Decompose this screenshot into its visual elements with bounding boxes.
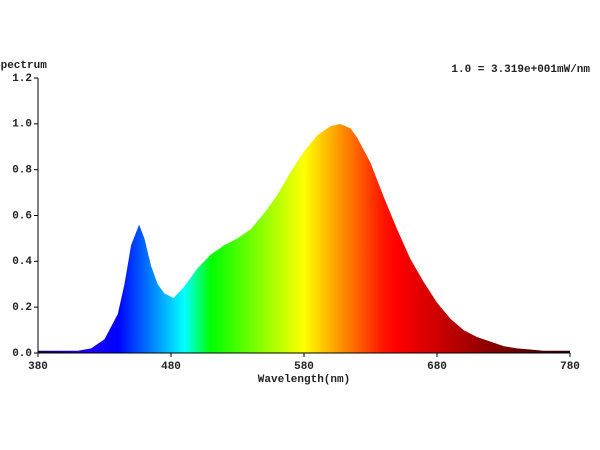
y-tick-label: 0.6 — [12, 210, 32, 222]
x-axis-label: Wavelength(nm) — [258, 374, 350, 386]
y-tick-label: 1.0 — [12, 119, 32, 131]
y-tick-label: 0.2 — [12, 302, 32, 314]
x-tick-label: 680 — [427, 361, 447, 373]
y-tick-label: 0.8 — [12, 165, 32, 177]
spectrum-area — [38, 123, 570, 353]
y-tick-label: 0.0 — [12, 348, 32, 360]
chart-title: Spectrum — [0, 60, 47, 72]
annotation: 1.0 = 3.319e+001mW/nm — [451, 64, 590, 76]
x-tick-label: 380 — [28, 361, 48, 373]
x-tick-label: 780 — [560, 361, 580, 373]
y-tick-label: 1.2 — [12, 73, 32, 85]
x-tick-label: 580 — [294, 361, 314, 373]
y-tick-label: 0.4 — [12, 256, 32, 268]
x-tick-label: 480 — [161, 361, 181, 373]
